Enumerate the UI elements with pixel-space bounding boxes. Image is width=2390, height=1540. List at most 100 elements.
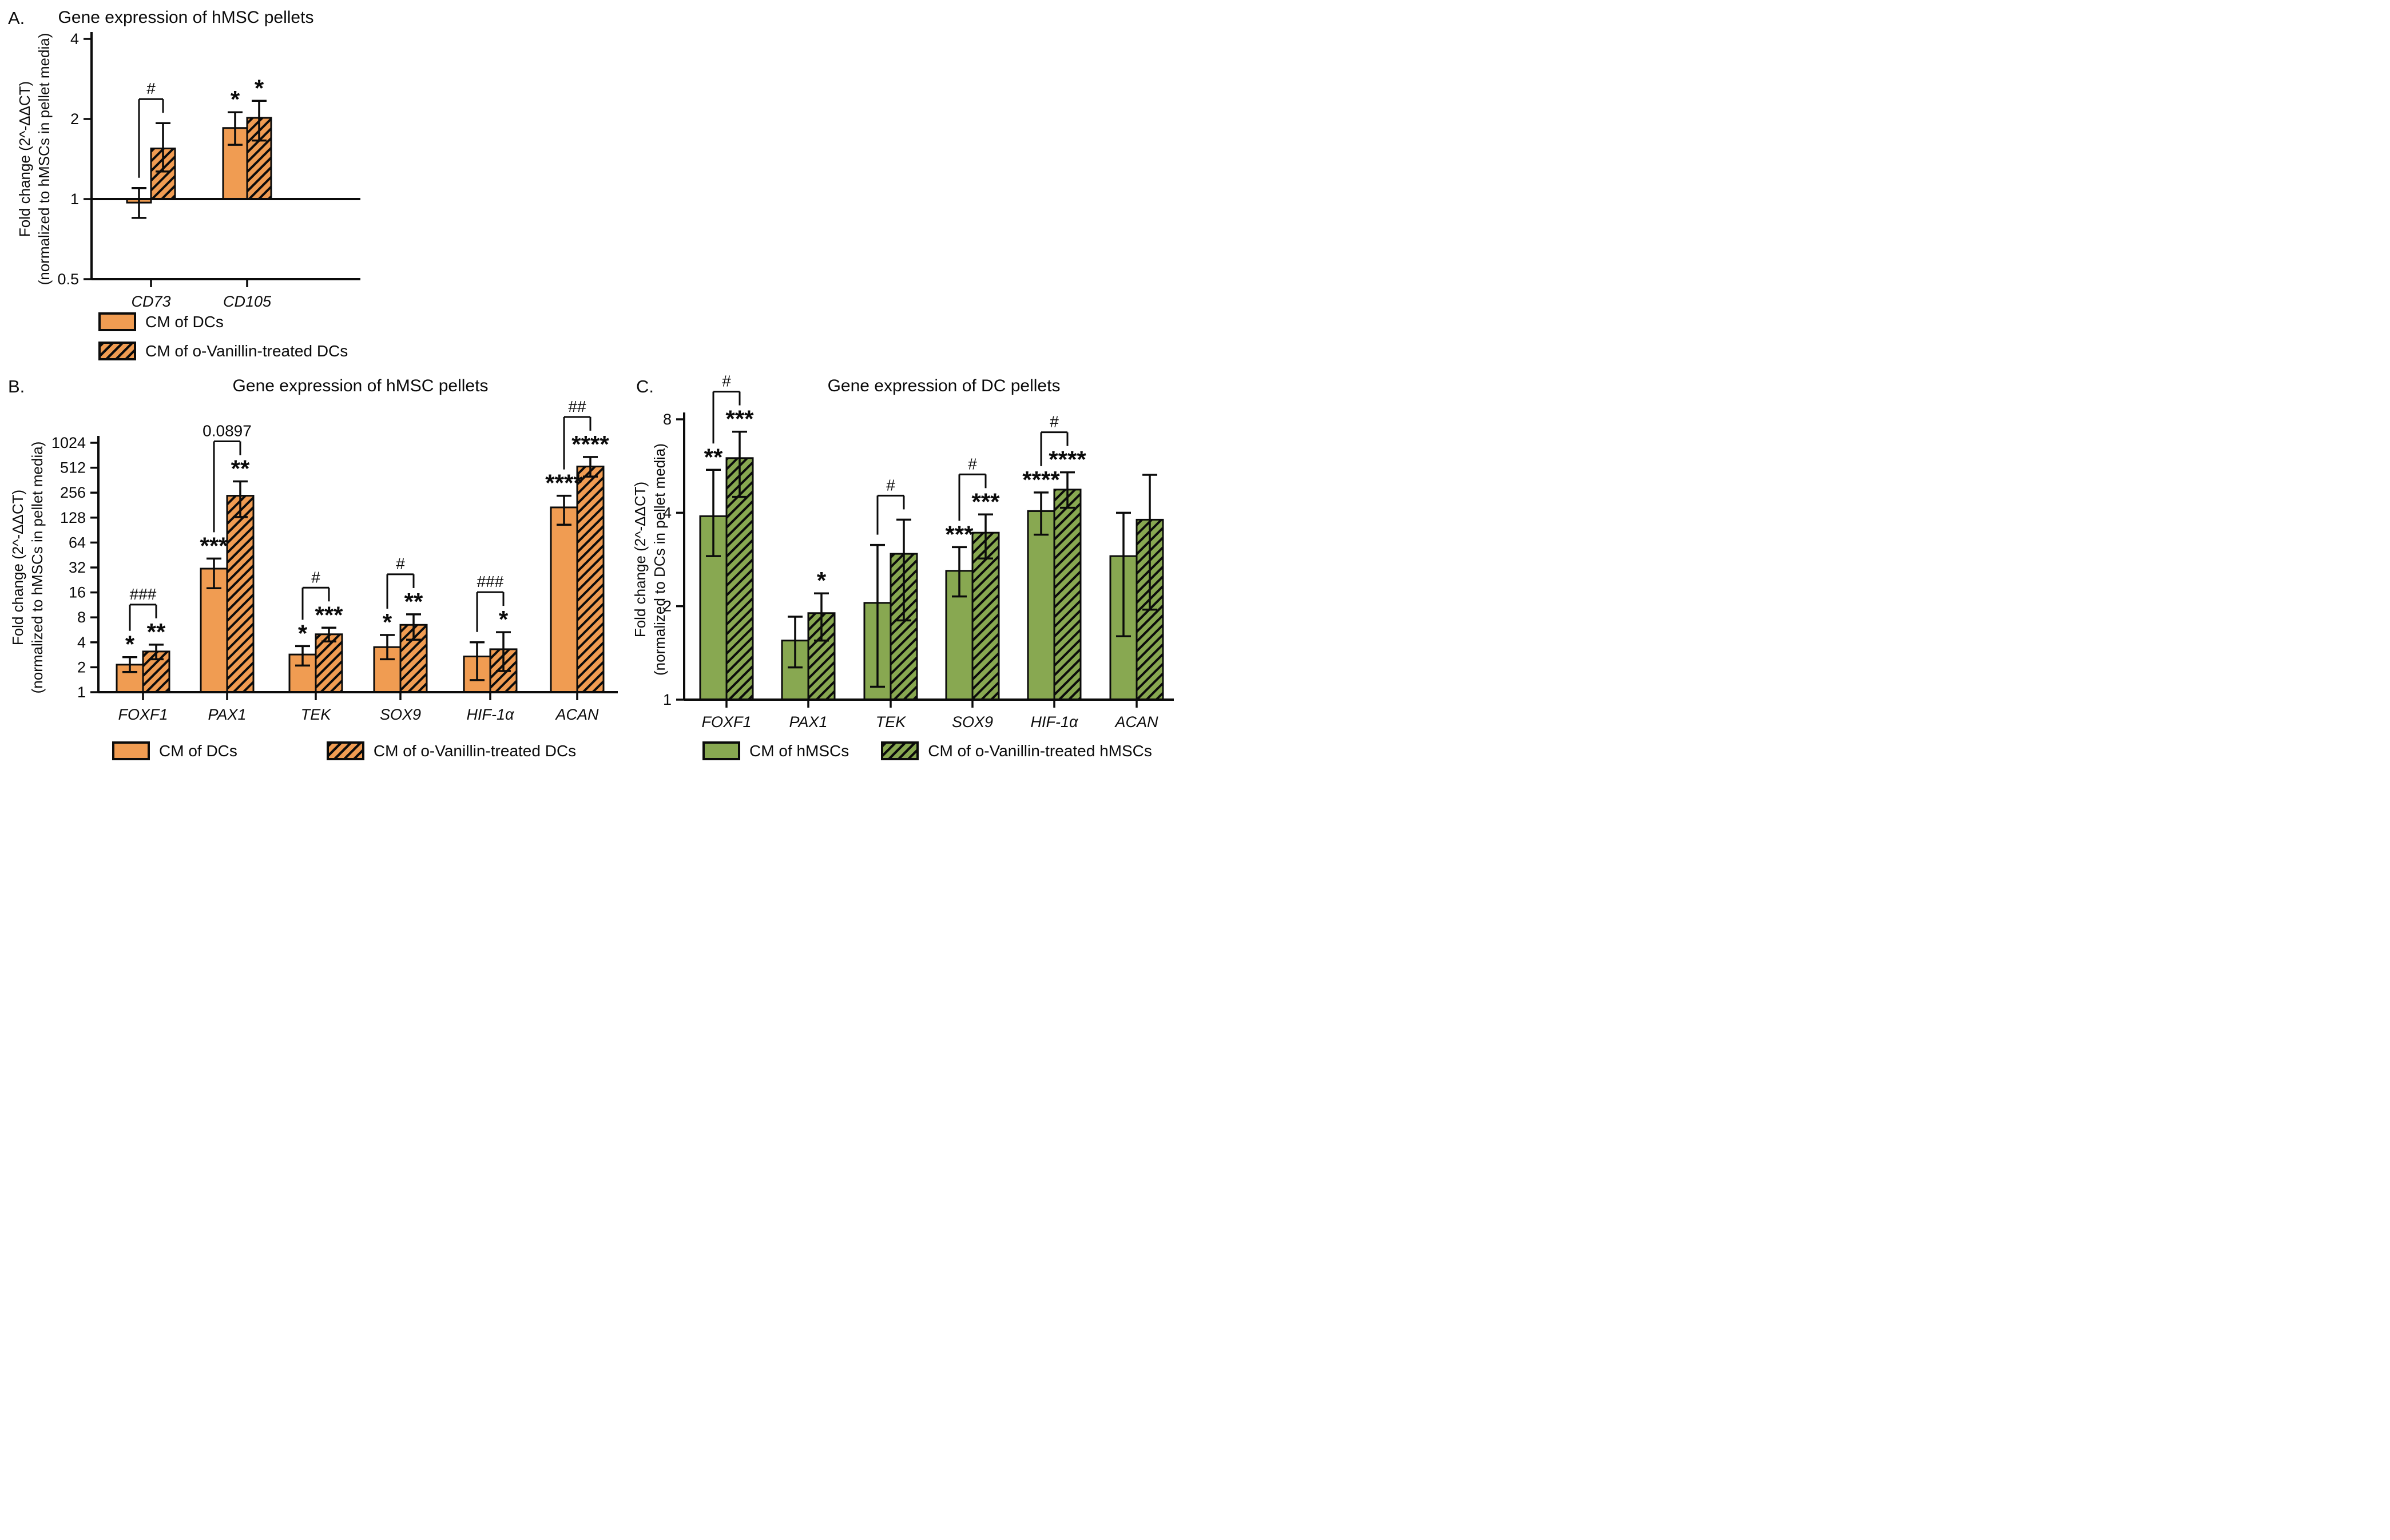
sig-stars: ****: [1049, 446, 1086, 473]
y-tick-label: 2: [77, 658, 86, 676]
comparison-label: 0.0897: [203, 422, 252, 440]
y-tick-label: 2: [663, 598, 672, 615]
panel-b-title: Gene expression of hMSC pellets: [232, 376, 489, 395]
category-label: PAX1: [208, 706, 246, 723]
sig-stars: ****: [571, 431, 609, 458]
y-tick-label: 4: [70, 30, 79, 47]
legend-label: CM of o-Vanillin-treated hMSCs: [928, 741, 1152, 760]
comparison-label: #: [146, 80, 156, 97]
bar-hatched-PAX1: [226, 495, 255, 693]
sig-stars: ***: [200, 532, 228, 559]
y-axis-label-line2: (normalized to hMSCs in pellet media): [29, 442, 46, 694]
y-axis-label-line1: Fold change (2^-ΔΔCT): [16, 81, 33, 237]
comparison-label: #: [1050, 413, 1059, 431]
y-tick-label: 4: [663, 504, 672, 521]
y-tick-label: 8: [77, 609, 86, 626]
category-label: TEK: [301, 706, 332, 723]
legend-label: CM of DCs: [145, 312, 224, 331]
category-label: TEK: [876, 713, 907, 731]
sig-stars: **: [404, 588, 423, 615]
sig-stars: ****: [1022, 466, 1060, 493]
y-axis-label-line1: Fold change (2^-ΔΔCT): [9, 490, 26, 645]
comparison-label: #: [311, 568, 320, 586]
category-label: ACAN: [1114, 713, 1158, 731]
legend-swatch-hatched-orange: [326, 741, 364, 760]
y-axis-label-line1: Fold change (2^-ΔΔCT): [632, 482, 649, 637]
sig-stars: *: [125, 631, 135, 658]
panel-c-title: Gene expression of DC pellets: [827, 376, 1061, 395]
sig-stars: *: [231, 86, 240, 113]
sig-stars: ***: [315, 601, 343, 628]
legend-label: CM of hMSCs: [749, 741, 849, 760]
sig-stars: **: [147, 618, 166, 645]
y-tick-label: 1: [77, 684, 86, 701]
legend-item: CM of o-Vanillin-treated DCs: [98, 342, 348, 360]
comparison-label: ###: [477, 573, 504, 590]
category-label: SOX9: [952, 713, 993, 731]
category-label: CD73: [131, 293, 170, 310]
category-label: CD105: [223, 293, 272, 310]
y-tick-label: 1: [70, 190, 79, 208]
panel-a-chart: 4 2 1 0.5 Fold change (2^-ΔΔCT) (normalized t…: [16, 30, 360, 310]
y-axis-label-line2: (normalized to hMSCs in pellet media): [35, 33, 53, 285]
sig-stars: *: [817, 567, 827, 594]
y-tick-label: 4: [77, 634, 86, 651]
panel-c-label: C.: [636, 376, 654, 396]
y-axis-label-line2: (normalized to DCs in pellet media): [651, 443, 668, 676]
legend-item: CM of DCs: [112, 741, 237, 760]
category-label: FOXF1: [701, 713, 751, 731]
comparison-label: #: [722, 372, 731, 390]
sig-stars: *: [255, 74, 264, 101]
sig-stars: ***: [725, 406, 754, 432]
y-tick-label: 64: [69, 534, 86, 551]
figure-page: A. Gene expression of hMSC pellets 4 2 1 0.…: [0, 0, 1195, 770]
comparison-label: ###: [130, 585, 157, 603]
legend-swatch-solid-green: [702, 741, 740, 760]
bar-solid-ACAN: [550, 506, 578, 693]
bar-hatched-TEK: [315, 633, 343, 693]
y-tick-label: 8: [663, 411, 672, 428]
sig-stars: **: [704, 443, 723, 470]
legend-swatch-hatched-green: [881, 741, 919, 760]
category-label: PAX1: [789, 713, 827, 731]
comparison-label: #: [968, 455, 977, 473]
legend-label: CM of o-Vanillin-treated DCs: [145, 342, 348, 360]
bar-solid-HIF-1α: [1027, 510, 1055, 701]
y-tick-label: 1: [663, 691, 672, 708]
panel-a-label: A.: [8, 8, 25, 28]
comparison-label: #: [396, 555, 405, 573]
bar-hatched-SOX9: [971, 531, 1000, 701]
category-label: ACAN: [554, 706, 599, 723]
sig-stars: *: [499, 606, 509, 633]
y-tick-label: 32: [69, 559, 86, 576]
y-tick-label: 128: [60, 509, 86, 526]
bar-hatched-ACAN: [576, 465, 605, 693]
legend-item: CM of DCs: [98, 312, 348, 331]
y-tick-label: 1024: [51, 434, 86, 451]
sig-stars: *: [298, 620, 308, 646]
y-tick-label: 2: [70, 110, 79, 128]
legend-item: CM of hMSCs: [702, 741, 849, 760]
y-tick-label: 16: [69, 584, 86, 601]
bar-hatched-HIF-1α: [1053, 489, 1082, 701]
panel-a-title: Gene expression of hMSC pellets: [58, 8, 314, 27]
panel-a-legend: CM of DCs CM of o-Vanillin-treated DCs: [98, 312, 348, 360]
sig-stars: ****: [545, 470, 583, 497]
legend-label: CM of DCs: [159, 741, 237, 760]
panel-c-chart: 8 4 2 1 Fold change (2^-ΔΔCT) (normalized to …: [632, 372, 1174, 731]
legend-item: CM of o-Vanillin-treated hMSCs: [881, 741, 1152, 760]
panel-b-label: B.: [8, 376, 25, 396]
sig-stars: ***: [971, 488, 1000, 515]
legend-swatch-solid-orange: [112, 741, 150, 760]
legend-swatch-solid-orange: [98, 312, 136, 331]
y-tick-label: 256: [60, 484, 86, 501]
category-label: FOXF1: [118, 706, 168, 723]
legend-swatch-hatched-orange: [98, 342, 136, 360]
sig-stars: ***: [945, 521, 974, 547]
comparison-label: #: [886, 476, 895, 494]
sig-stars: **: [231, 455, 250, 482]
panel-c-legend: CM of hMSCs CM of o-Vanillin-treated hMS…: [702, 741, 1152, 760]
panel-b-legend: CM of DCs CM of o-Vanillin-treated DCs: [112, 741, 576, 760]
y-tick-label: 512: [60, 459, 86, 477]
legend-item: CM of o-Vanillin-treated DCs: [326, 741, 576, 760]
